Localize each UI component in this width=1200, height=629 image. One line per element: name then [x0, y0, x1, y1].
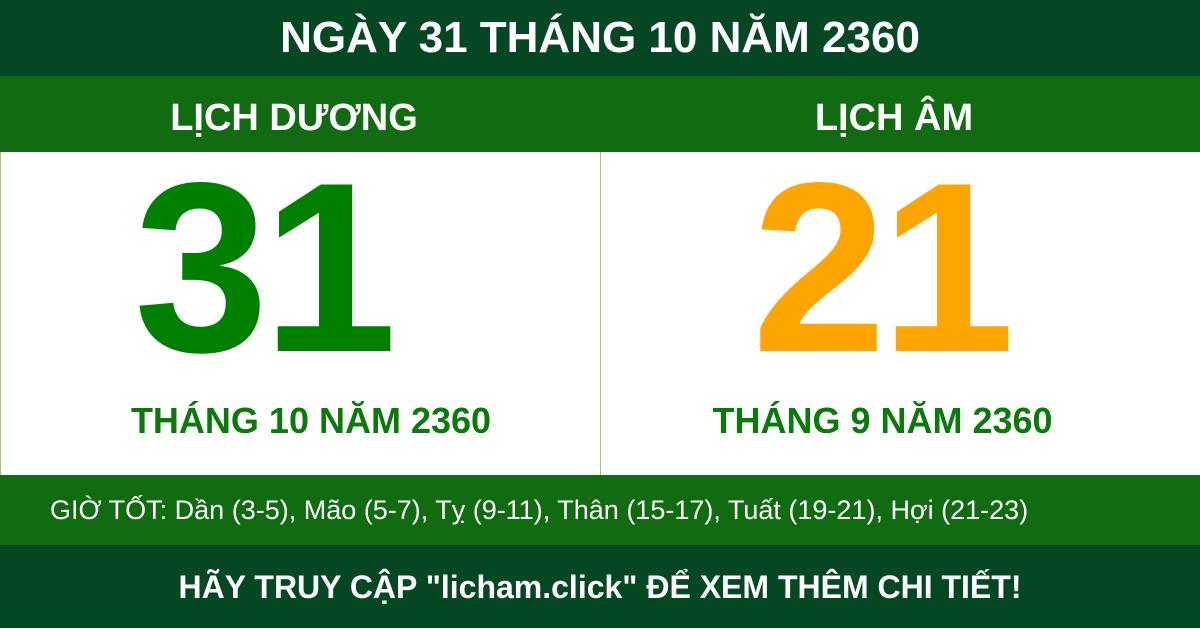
- solar-panel: 31 THÁNG 10 NĂM 2360: [0, 147, 600, 475]
- footer-cta: HÃY TRUY CẬP "licham.click" ĐỂ XEM THÊM …: [0, 545, 1200, 628]
- solar-label: LỊCH DƯƠNG: [170, 97, 418, 139]
- solar-month-year: THÁNG 10 NĂM 2360: [130, 400, 492, 441]
- good-hours: GIỜ TỐT: Dần (3-5), Mão (5-7), Tỵ (9-11)…: [0, 475, 1200, 545]
- lunar-day: 21: [751, 133, 1015, 403]
- solar-day: 31: [133, 133, 397, 403]
- calendar-header: LỊCH DƯƠNG LỊCH ÂM: [0, 76, 1200, 152]
- lunar-panel: 21 THÁNG 9 NĂM 2360: [600, 147, 1200, 475]
- lunar-month-year: THÁNG 9 NĂM 2360: [712, 400, 1053, 441]
- page-title: NGÀY 31 THÁNG 10 NĂM 2360: [0, 0, 1200, 76]
- lunar-label: LỊCH ÂM: [814, 97, 974, 139]
